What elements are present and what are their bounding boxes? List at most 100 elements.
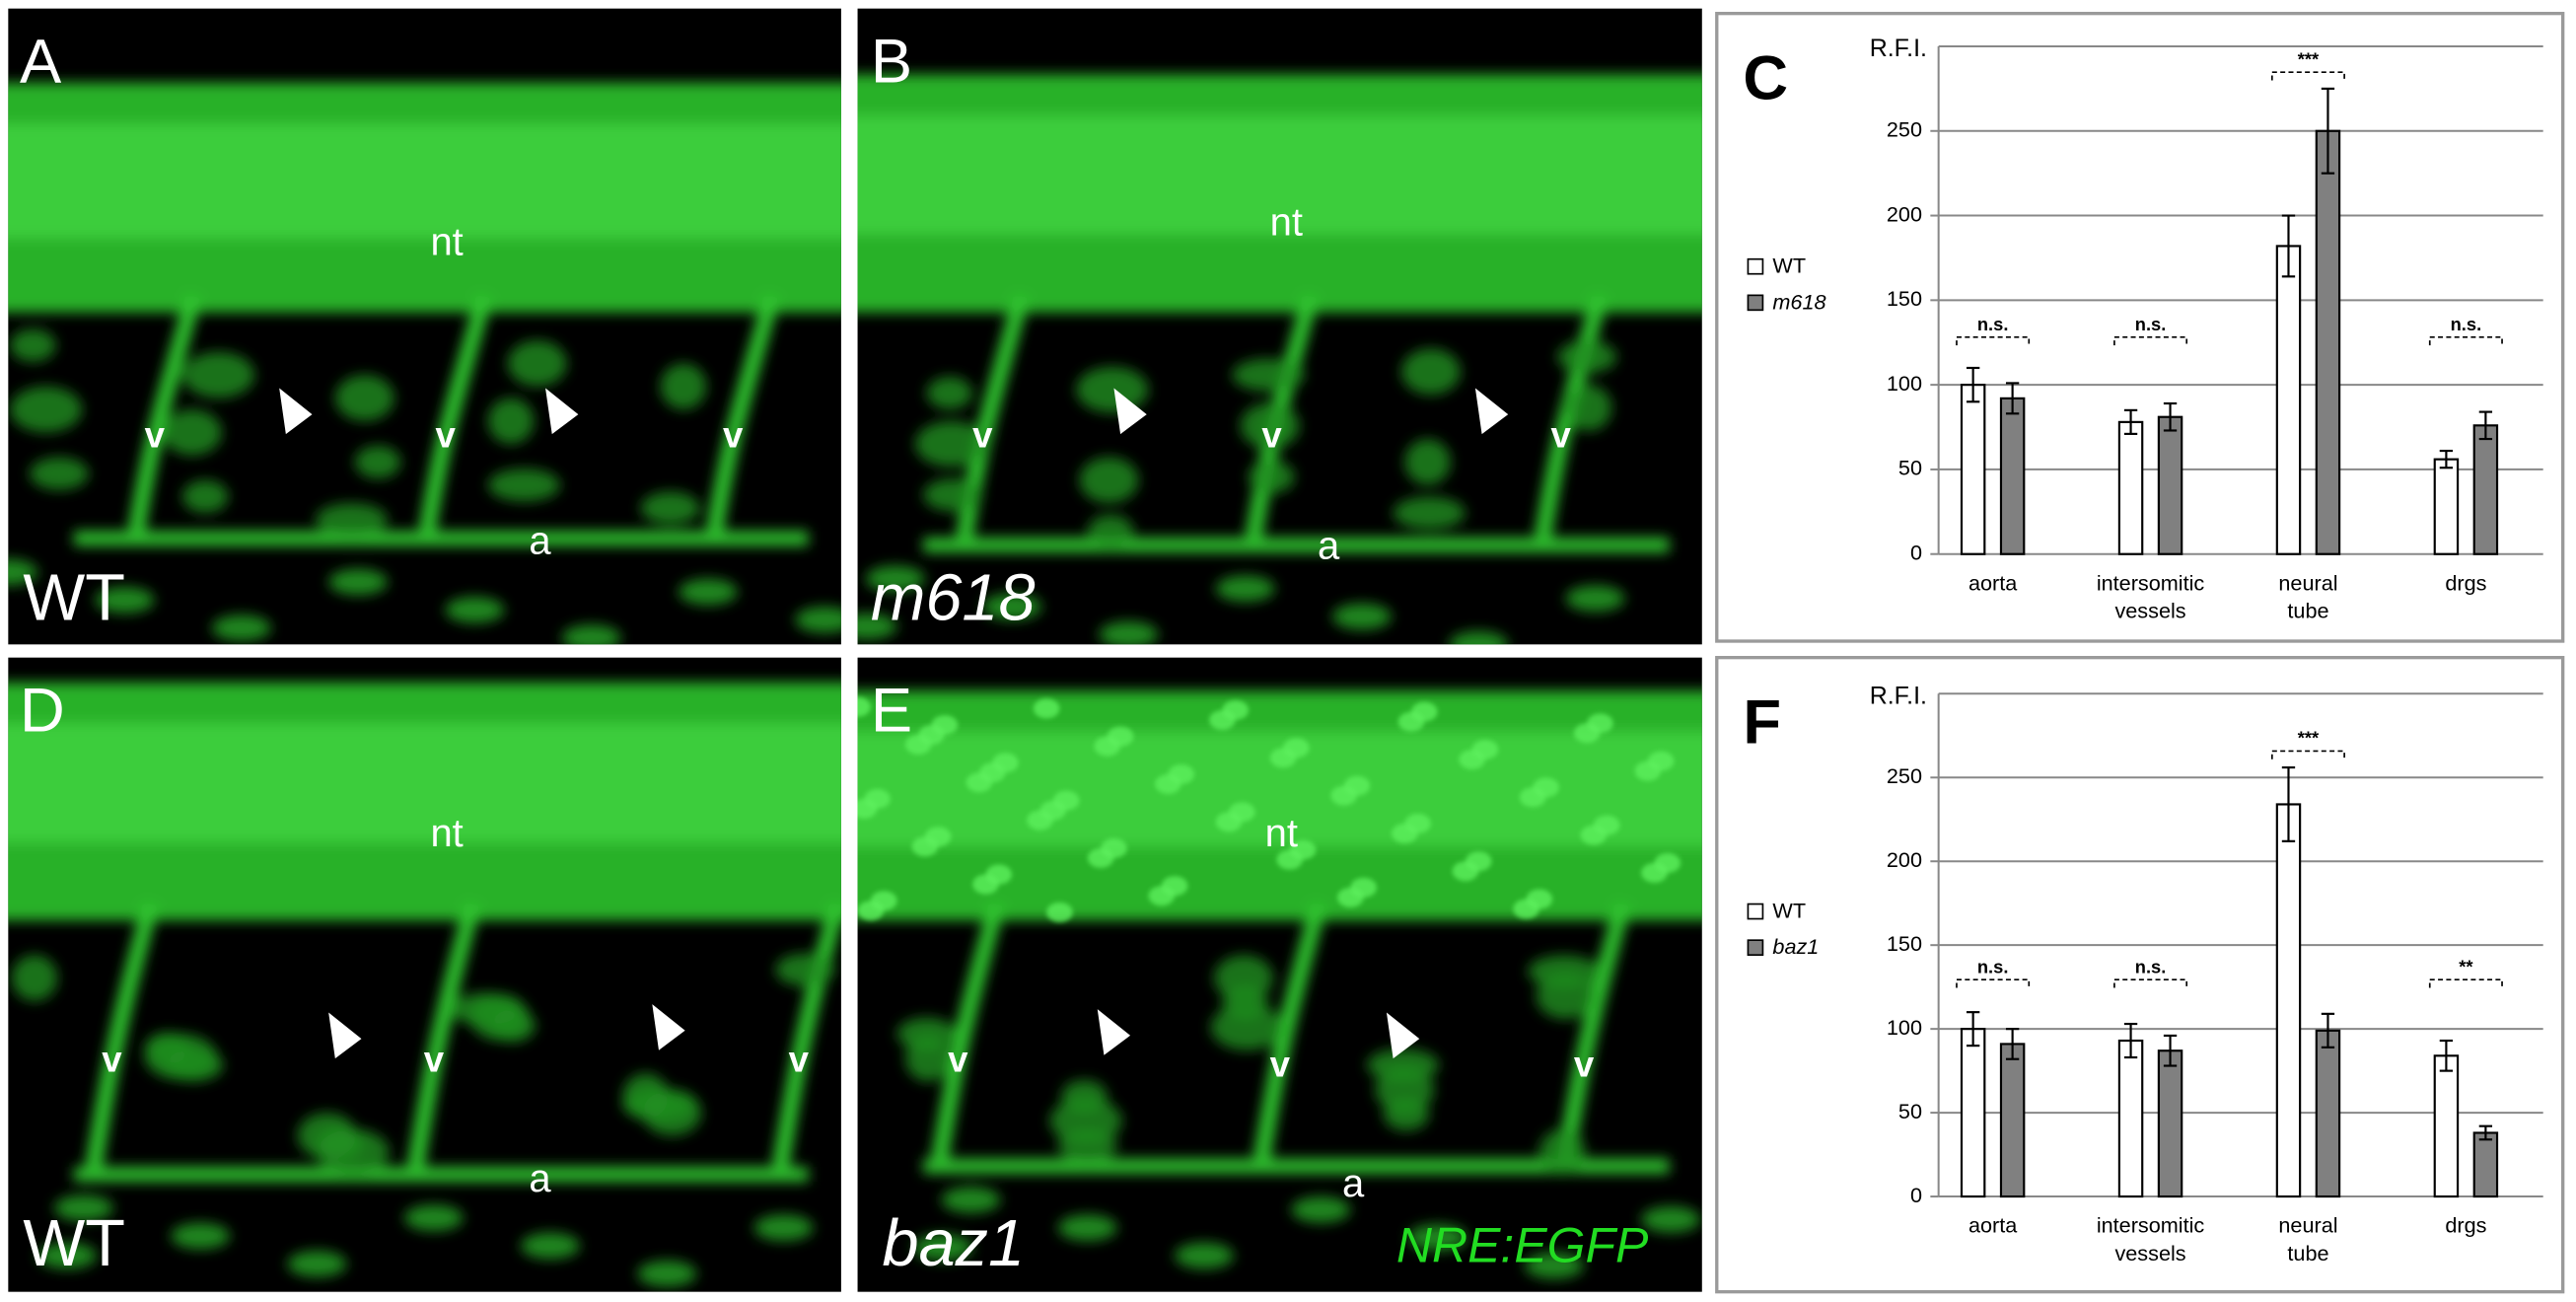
bar bbox=[1960, 1028, 1986, 1198]
arrowhead bbox=[1386, 1012, 1420, 1059]
tissue-label: v bbox=[948, 1039, 968, 1079]
cell bbox=[1538, 1128, 1586, 1176]
bar bbox=[2315, 129, 2341, 555]
y-tick-label: 250 bbox=[1887, 763, 1922, 788]
significance-label: n.s. bbox=[1977, 957, 2009, 977]
significance-bracket bbox=[2270, 750, 2345, 760]
vessel bbox=[418, 293, 493, 533]
tissue-label: v bbox=[972, 414, 993, 455]
arrowhead bbox=[652, 1004, 685, 1050]
aorta bbox=[73, 531, 809, 546]
cell bbox=[982, 593, 1042, 620]
cell bbox=[164, 1049, 224, 1082]
cell bbox=[1215, 575, 1275, 603]
error-bar bbox=[2281, 765, 2296, 842]
tissue-label: v bbox=[1270, 1044, 1291, 1084]
cell bbox=[1210, 1004, 1284, 1050]
bar bbox=[2275, 803, 2302, 1198]
nucleus bbox=[1033, 698, 1060, 719]
cell bbox=[941, 1187, 1001, 1213]
arrowhead bbox=[1097, 1009, 1131, 1055]
error-bar bbox=[2123, 1022, 2138, 1059]
cell bbox=[914, 420, 988, 468]
tissue-label: a bbox=[1318, 525, 1340, 568]
panel-letter: B bbox=[871, 28, 912, 97]
nucleus bbox=[1107, 726, 1134, 747]
cell bbox=[1057, 1214, 1117, 1242]
cell bbox=[171, 1222, 231, 1250]
fluorescence bbox=[8, 682, 841, 1287]
significance-bracket bbox=[2113, 978, 2188, 988]
tissue-label: nt bbox=[430, 221, 463, 264]
cell bbox=[1079, 457, 1139, 504]
cell bbox=[561, 624, 621, 645]
neural-tube-core bbox=[8, 123, 841, 239]
vessel bbox=[1534, 293, 1609, 540]
nucleus bbox=[1283, 738, 1310, 759]
tissue-label: v bbox=[102, 1039, 122, 1079]
tissue-label: v bbox=[789, 1039, 810, 1079]
micrograph-panel: Bnt v v v a m618 bbox=[857, 8, 1702, 645]
panel-letter: C bbox=[1743, 43, 1788, 112]
nucleus bbox=[1229, 802, 1255, 823]
genotype-label: WT bbox=[23, 1207, 125, 1280]
y-tick-label: 100 bbox=[1887, 1015, 1922, 1040]
tissue-label: nt bbox=[1270, 201, 1303, 245]
cell bbox=[1524, 1252, 1584, 1279]
cell bbox=[913, 1234, 973, 1262]
significance-bracket bbox=[2428, 335, 2503, 346]
cell bbox=[287, 1251, 347, 1277]
bar bbox=[2433, 1054, 2460, 1198]
x-tick-label: intersomitic vessels bbox=[2097, 1213, 2205, 1266]
cell bbox=[1400, 348, 1461, 396]
nuclei bbox=[857, 696, 1682, 922]
legend-swatch bbox=[1747, 939, 1764, 957]
significance-label: ** bbox=[2459, 957, 2473, 977]
cell bbox=[1565, 385, 1612, 431]
vessel bbox=[931, 902, 1006, 1161]
nucleus bbox=[1046, 902, 1073, 922]
significance-bracket bbox=[2428, 978, 2503, 988]
tissue-label: v bbox=[145, 414, 166, 455]
cell bbox=[95, 587, 155, 614]
nucleus bbox=[1465, 851, 1492, 872]
vessel bbox=[1253, 902, 1327, 1161]
tissue-label: v bbox=[1574, 1044, 1595, 1084]
cell bbox=[162, 409, 222, 456]
y-tick-label: 250 bbox=[1887, 116, 1922, 141]
nucleus bbox=[1526, 889, 1553, 909]
neural-tube-core bbox=[857, 114, 1702, 235]
cell bbox=[181, 479, 229, 514]
x-tick-label: neural tube bbox=[2278, 570, 2337, 622]
x-tick-label: intersomitic vessels bbox=[2097, 570, 2205, 622]
vessel bbox=[128, 293, 202, 533]
cell bbox=[211, 615, 271, 642]
error-bar bbox=[2478, 1124, 2493, 1141]
cell bbox=[53, 1194, 113, 1222]
fluorescence bbox=[857, 689, 1702, 1279]
error-bar bbox=[2281, 214, 2296, 278]
genotype-label: m618 bbox=[871, 561, 1036, 634]
y-tick-label: 0 bbox=[1910, 1183, 1922, 1207]
vessel bbox=[85, 902, 160, 1169]
nucleus bbox=[1593, 815, 1620, 835]
cell bbox=[1641, 1206, 1701, 1233]
bar bbox=[1960, 384, 1986, 555]
significance-label: n.s. bbox=[2135, 957, 2167, 977]
fluorescence-blur bbox=[8, 82, 841, 645]
bar bbox=[2157, 415, 2183, 555]
tissue-label: v bbox=[1261, 414, 1282, 455]
reporter-label: NRE:EGFP bbox=[1396, 1218, 1649, 1273]
error-bar bbox=[2123, 408, 2138, 435]
legend-swatch bbox=[1747, 294, 1764, 312]
x-tick-label: neural tube bbox=[2278, 1213, 2337, 1266]
tissue-label: v bbox=[723, 414, 744, 455]
vessel bbox=[407, 902, 481, 1169]
y-tick-label: 200 bbox=[1887, 201, 1922, 226]
cell bbox=[1076, 366, 1149, 413]
bar bbox=[2472, 1131, 2499, 1198]
arrowhead bbox=[328, 1012, 362, 1059]
cell bbox=[1536, 973, 1596, 1020]
x-tick-label: aorta bbox=[1968, 570, 2018, 595]
